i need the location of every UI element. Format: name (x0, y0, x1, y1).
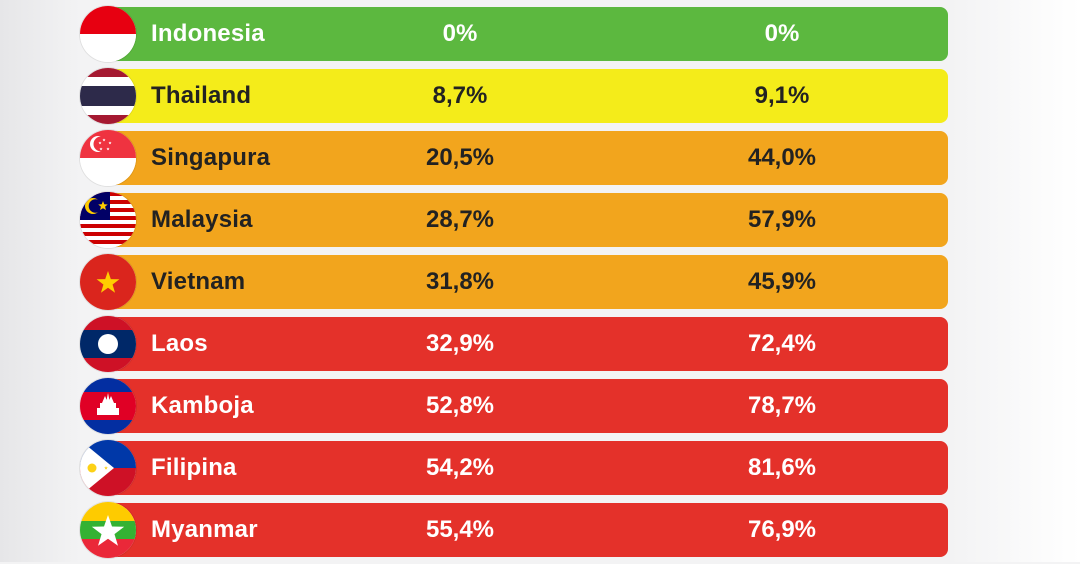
table-row-malaysia: Malaysia 28,7% 57,9% (80, 192, 948, 248)
value-column-2: 44,0% (747, 144, 817, 171)
singapore-flag-icon (80, 130, 136, 186)
cambodia-flag-icon (80, 378, 136, 434)
malaysia-flag-icon (80, 192, 136, 248)
country-table: Indonesia 0% 0% Thailand 8,7% 9,1% Singa… (80, 6, 948, 564)
country-name: Vietnam (151, 268, 246, 295)
thailand-flag-icon (80, 68, 136, 124)
table-row-vietnam: Vietnam 31,8% 45,9% (80, 254, 948, 310)
cambodia-flag-icon (80, 378, 136, 434)
vietnam-flag-icon (80, 254, 136, 310)
row-bar (106, 317, 948, 371)
table-row-filipina: Filipina 54,2% 81,6% (80, 440, 948, 496)
country-name: Thailand (151, 82, 252, 109)
value-column-2: 9,1% (754, 82, 810, 109)
value-column-1: 8,7% (432, 82, 488, 109)
value-column-1: 54,2% (425, 454, 495, 481)
value-column-2: 57,9% (747, 206, 817, 233)
background-highlight-right (950, 0, 1080, 562)
table-row-indonesia: Indonesia 0% 0% (80, 6, 948, 62)
value-column-1: 20,5% (425, 144, 495, 171)
philippines-flag-icon (80, 440, 136, 496)
country-name: Filipina (151, 454, 237, 481)
table-row-myanmar: Myanmar 55,4% 76,9% (80, 502, 948, 558)
value-column-1: 31,8% (425, 268, 495, 295)
table-row-laos: Laos 32,9% 72,4% (80, 316, 948, 372)
value-column-1: 32,9% (425, 330, 495, 357)
background-shadow-left (0, 0, 80, 562)
country-name: Laos (151, 330, 208, 357)
value-column-1: 0% (442, 20, 478, 47)
row-bar (106, 503, 948, 557)
country-name: Myanmar (151, 516, 258, 543)
value-column-2: 78,7% (747, 392, 817, 419)
value-column-2: 76,9% (747, 516, 817, 543)
laos-flag-icon (80, 316, 136, 372)
country-name: Kamboja (151, 392, 254, 419)
value-column-2: 45,9% (747, 268, 817, 295)
value-column-2: 0% (764, 20, 800, 47)
value-column-2: 81,6% (747, 454, 817, 481)
row-bar (106, 379, 948, 433)
row-bar (106, 255, 948, 309)
value-column-1: 55,4% (425, 516, 495, 543)
philippines-flag-icon (80, 440, 136, 496)
row-bar (106, 131, 948, 185)
myanmar-flag-icon (80, 502, 136, 558)
indonesia-flag-icon (80, 6, 136, 62)
table-row-kamboja: Kamboja 52,8% 78,7% (80, 378, 948, 434)
indonesia-flag-icon (80, 6, 136, 62)
vietnam-flag-icon (80, 254, 136, 310)
singapore-flag-icon (80, 130, 136, 186)
row-bar (106, 441, 948, 495)
laos-flag-icon (80, 316, 136, 372)
table-row-singapura: Singapura 20,5% 44,0% (80, 130, 948, 186)
country-name: Malaysia (151, 206, 253, 233)
thailand-flag-icon (80, 68, 136, 124)
value-column-1: 52,8% (425, 392, 495, 419)
row-bar (106, 7, 948, 61)
myanmar-flag-icon (80, 502, 136, 558)
value-column-2: 72,4% (747, 330, 817, 357)
row-bar (106, 193, 948, 247)
table-row-thailand: Thailand 8,7% 9,1% (80, 68, 948, 124)
value-column-1: 28,7% (425, 206, 495, 233)
country-name: Indonesia (151, 20, 265, 47)
malaysia-flag-icon (80, 192, 136, 248)
country-name: Singapura (151, 144, 271, 171)
row-bar (106, 69, 948, 123)
